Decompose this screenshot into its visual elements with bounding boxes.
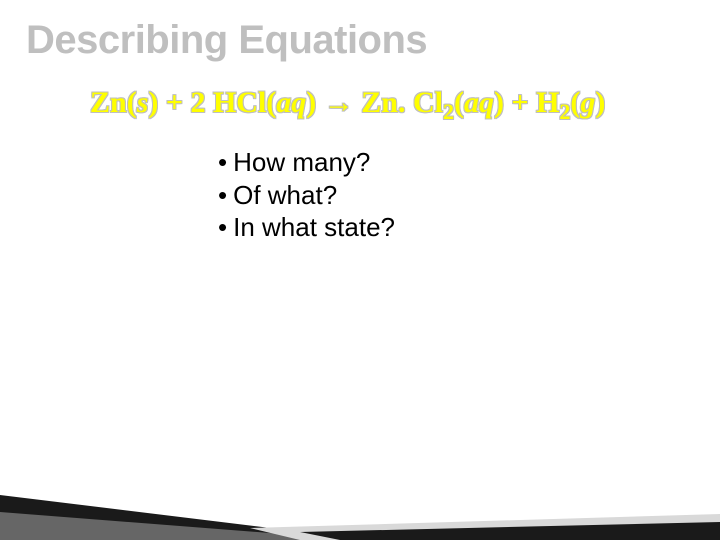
list-item: •In what state?: [218, 211, 395, 244]
bullet-list: •How many? •Of what? •In what state?: [218, 146, 395, 244]
eq-close3: ): [595, 86, 605, 119]
list-item: •How many?: [218, 146, 395, 179]
eq-state-aq2: aq: [464, 86, 494, 119]
bullet-text: In what state?: [233, 212, 395, 242]
eq-state-aq1: aq: [276, 86, 306, 119]
reaction-arrow-icon: →: [324, 86, 354, 119]
eq-plus-hcl: ) + 2 HCl(: [148, 86, 276, 119]
slide-title: Describing Equations: [26, 18, 427, 63]
eq-sub-2b: 2: [559, 99, 570, 124]
eq-state-s: s: [137, 86, 149, 119]
eq-product-zncl: Zn. Cl: [354, 86, 443, 119]
eq-state-g: g: [580, 86, 595, 119]
eq-sub-2a: 2: [443, 99, 454, 124]
eq-close1: ): [306, 86, 324, 119]
eq-open2: (: [454, 86, 464, 119]
bullet-dot-icon: •: [218, 147, 227, 177]
chemical-equation: Zn(s) + 2 HCl(aq) → Zn. Cl2(aq) + H2(g): [90, 86, 605, 120]
bullet-text: How many?: [233, 147, 370, 177]
bullet-dot-icon: •: [218, 212, 227, 242]
bullet-text: Of what?: [233, 180, 337, 210]
eq-plus-h: ) + H: [494, 86, 559, 119]
list-item: •Of what?: [218, 179, 395, 212]
slide-decoration: [0, 450, 720, 540]
bullet-dot-icon: •: [218, 180, 227, 210]
eq-reactant-zn: Zn(: [90, 86, 137, 119]
eq-open3: (: [570, 86, 580, 119]
